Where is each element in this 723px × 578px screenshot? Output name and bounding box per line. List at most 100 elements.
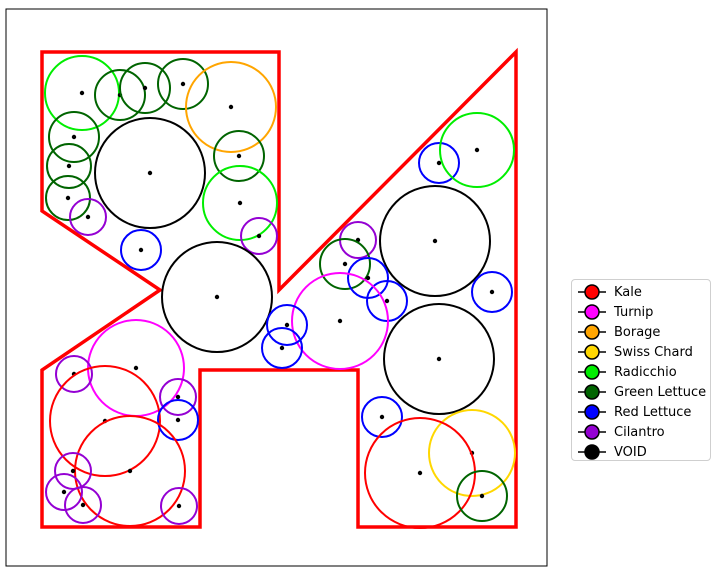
green-lettuce-circle [94, 69, 146, 121]
red-lettuce-center-dot [175, 417, 181, 423]
green-lettuce-circle [48, 111, 100, 163]
plot-frame [5, 8, 548, 567]
radicchio-center-dot [79, 90, 85, 96]
turnip-center-dot [337, 318, 343, 324]
red-lettuce-center-dot [489, 289, 495, 295]
cilantro-circle [45, 473, 83, 511]
legend-item-kale: Kale [572, 282, 710, 302]
legend-label: Green Lettuce [614, 384, 707, 400]
kale-circle [364, 417, 476, 529]
green-lettuce-center-dot [342, 261, 348, 267]
legend-label: Radicchio [614, 364, 677, 380]
cilantro-center-dot [70, 468, 76, 474]
legend-item-void: VOID [572, 442, 710, 462]
red-lettuce-circle [157, 399, 199, 441]
cilantro-center-dot [80, 502, 86, 508]
red-lettuce-center-dot [379, 414, 385, 420]
radicchio-circle [44, 55, 120, 131]
cilantro-center-dot [256, 233, 262, 239]
kale-center-dot [127, 468, 133, 474]
cilantro-center-dot [175, 394, 181, 400]
turnip-circle [291, 272, 389, 370]
radicchio-circle [439, 112, 515, 188]
green-lettuce-circle [213, 130, 265, 182]
cilantro-circle [64, 486, 102, 524]
red-lettuce-center-dot [284, 322, 290, 328]
legend-label: Turnip [614, 304, 654, 320]
green-lettuce-center-dot [65, 195, 71, 201]
turnip-center-dot [133, 365, 139, 371]
red-lettuce-circle [120, 229, 162, 271]
swiss-chard-circle [428, 409, 516, 497]
legend-item-cilantro: Cilantro [572, 422, 710, 442]
legend-item-swiss-chard: Swiss Chard [572, 342, 710, 362]
legend-item-radicchio: Radicchio [572, 362, 710, 382]
legend: Kale Turnip Borage Swiss Chard Radicchio Gree… [571, 279, 711, 461]
legend-label: Swiss Chard [614, 344, 693, 360]
void-circle [161, 241, 273, 353]
red-lettuce-circle [361, 396, 403, 438]
legend-label: Cilantro [614, 424, 665, 440]
radicchio-center-dot [474, 147, 480, 153]
legend-marker-icon [576, 442, 608, 462]
legend-label: Borage [614, 324, 661, 340]
legend-item-borage: Borage [572, 322, 710, 342]
radicchio-circle [202, 165, 278, 241]
green-lettuce-center-dot [71, 134, 77, 140]
legend-label: Kale [614, 284, 642, 300]
garden-layout-plot [5, 8, 548, 567]
green-lettuce-center-dot [66, 163, 72, 169]
void-center-dot [214, 294, 220, 300]
green-lettuce-circle [45, 175, 91, 221]
red-lettuce-center-dot [365, 275, 371, 281]
cilantro-circle [159, 378, 197, 416]
green-lettuce-center-dot [180, 81, 186, 87]
legend-item-green-lettuce: Green Lettuce [572, 382, 710, 402]
green-lettuce-circle [119, 62, 171, 114]
red-lettuce-circle [471, 271, 513, 313]
green-lettuce-center-dot [236, 153, 242, 159]
cilantro-circle [69, 198, 107, 236]
radicchio-center-dot [237, 200, 243, 206]
red-lettuce-circle [418, 142, 460, 184]
green-lettuce-circle [46, 143, 92, 189]
plant-circles [44, 55, 516, 529]
void-center-dot [432, 238, 438, 244]
kale-center-dot [417, 470, 423, 476]
cilantro-circle [240, 217, 278, 255]
legend-label: Red Lettuce [614, 404, 692, 420]
green-lettuce-circle [456, 470, 508, 522]
cilantro-center-dot [85, 214, 91, 220]
legend-marker-icon [576, 302, 608, 322]
void-circle [94, 117, 206, 229]
green-lettuce-center-dot [479, 493, 485, 499]
void-center-dot [147, 170, 153, 176]
red-lettuce-center-dot [384, 298, 390, 304]
borage-center-dot [228, 104, 234, 110]
red-lettuce-circle [261, 327, 303, 369]
cilantro-center-dot [176, 503, 182, 509]
legend-marker-icon [576, 322, 608, 342]
legend-item-turnip: Turnip [572, 302, 710, 322]
borage-circle [185, 61, 277, 153]
cilantro-center-dot [61, 489, 67, 495]
legend-item-red-lettuce: Red Lettuce [572, 402, 710, 422]
red-lettuce-center-dot [279, 345, 285, 351]
legend-label: VOID [614, 444, 647, 460]
red-lettuce-center-dot [436, 160, 442, 166]
red-lettuce-circle [266, 304, 308, 346]
legend-marker-icon [576, 282, 608, 302]
garden-boundary [40, 47, 518, 529]
red-lettuce-center-dot [138, 247, 144, 253]
legend-marker-icon [576, 382, 608, 402]
kale-circle [49, 365, 161, 477]
legend-marker-icon [576, 342, 608, 362]
void-circle [379, 185, 491, 297]
legend-marker-icon [576, 422, 608, 442]
green-lettuce-circle [157, 58, 209, 110]
green-lettuce-circle [319, 238, 371, 290]
cilantro-circle [55, 355, 93, 393]
legend-marker-icon [576, 402, 608, 422]
cilantro-circle [160, 487, 198, 525]
void-circle [383, 303, 495, 415]
